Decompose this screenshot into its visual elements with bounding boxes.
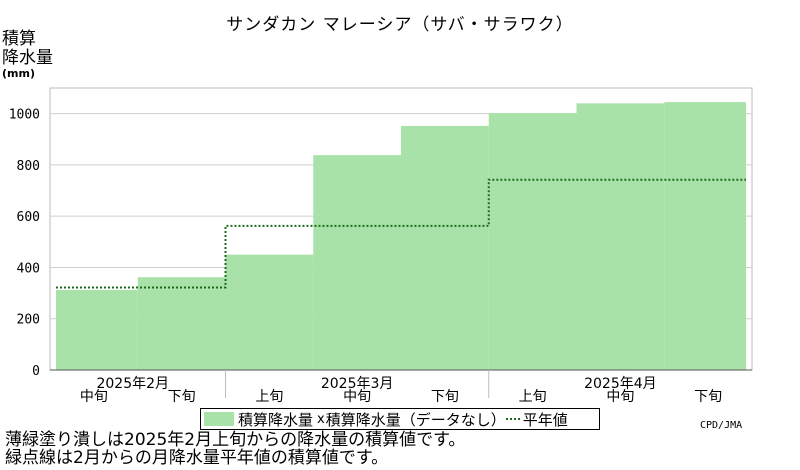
legend-x-mark: x: [317, 411, 325, 427]
x-month-label: 2025年4月: [584, 376, 657, 392]
normal-dotted-line: [56, 178, 746, 289]
area-bar: [401, 125, 489, 370]
chart-title: サンダカン マレーシア（サバ・サラワク）: [226, 15, 574, 35]
x-tick-label: 下旬: [431, 389, 459, 405]
x-tick-label: 下旬: [168, 389, 196, 405]
source-credit: CPD/JMA: [700, 420, 743, 431]
area-bar: [664, 102, 746, 370]
legend-swatch-area: [204, 412, 234, 426]
footnote-area: 薄緑塗り潰しは2025年2月上旬からの降水量の積算値です。: [5, 430, 466, 450]
legend-label-no-data: 積算降水量（データなし）: [325, 410, 506, 429]
x-month-label: 2025年3月: [321, 376, 394, 392]
y-tick-label: 400: [17, 261, 40, 276]
area-bar: [56, 290, 138, 370]
legend-label-area: 積算降水量: [238, 410, 314, 429]
x-tick-label: 中旬: [343, 389, 371, 405]
y-tick-label: 1000: [9, 108, 40, 123]
area-bar: [225, 254, 314, 370]
x-tick-label: 下旬: [694, 389, 722, 405]
x-tick-label: 上旬: [255, 389, 283, 405]
y-tick-label: 600: [17, 210, 40, 225]
area-bar: [313, 155, 401, 370]
x-tick-label: 上旬: [519, 389, 547, 405]
y-axis-label-line1: 積算: [2, 29, 36, 49]
area-bar: [137, 277, 226, 370]
y-tick-label: 200: [17, 313, 40, 328]
area-bar: [488, 113, 577, 371]
area-bar: [576, 103, 665, 370]
x-tick-label: 中旬: [606, 389, 634, 405]
legend: 積算降水量 x 積算降水量（データなし） 平年値: [200, 408, 600, 430]
x-month-label: 2025年2月: [96, 376, 169, 392]
y-tick-label: 800: [17, 159, 40, 174]
y-axis-unit: (mm): [2, 67, 35, 80]
y-tick-label: 0: [32, 364, 40, 379]
y-axis-label: 積算 降水量 (mm): [2, 30, 53, 80]
x-tick-label: 中旬: [80, 389, 108, 405]
legend-dotted-line: [505, 418, 520, 420]
footnote-normal: 緑点線は2月からの月降水量平年値の積算値です。: [5, 448, 389, 468]
y-axis-label-line2: 降水量: [2, 48, 53, 68]
legend-label-normal: 平年値: [522, 410, 568, 429]
